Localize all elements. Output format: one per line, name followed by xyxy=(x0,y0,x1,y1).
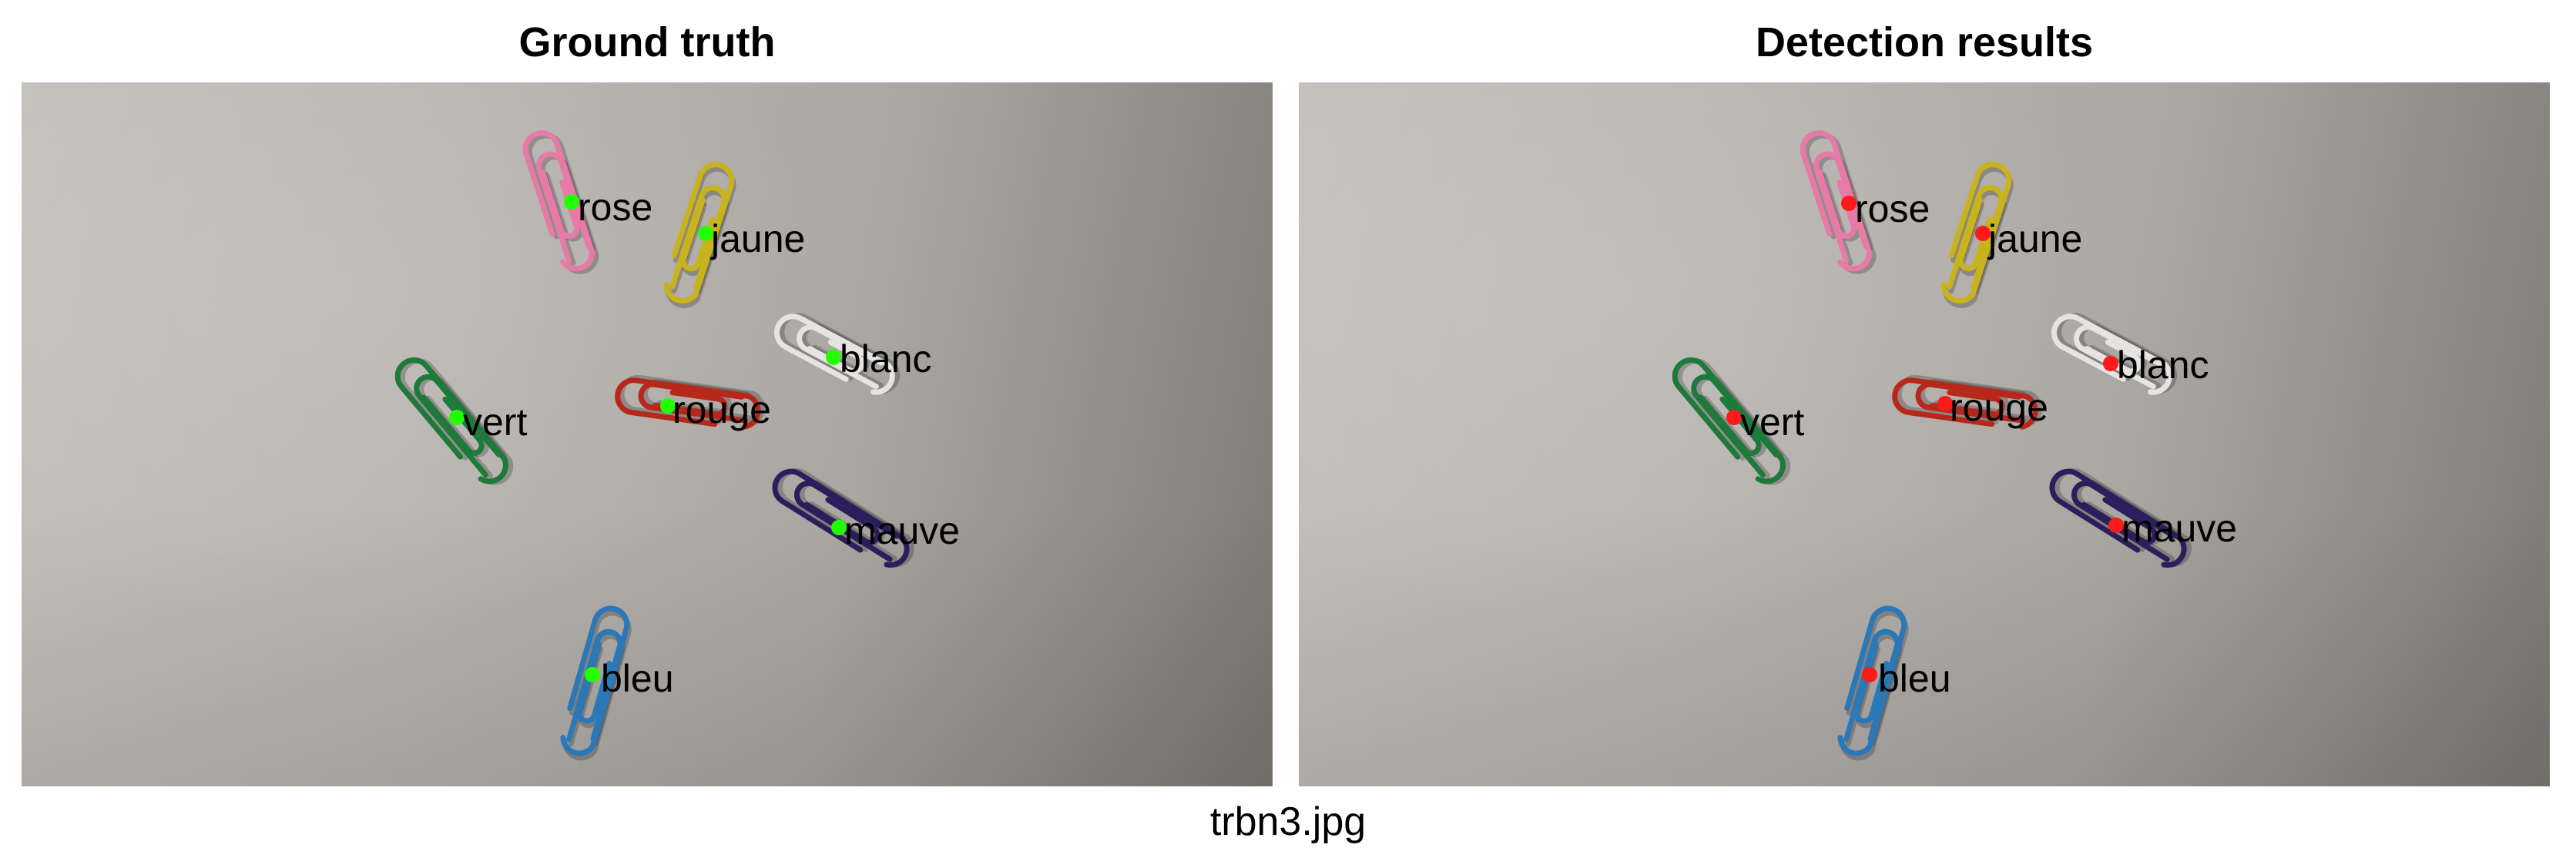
ground-truth-marker-jaune xyxy=(698,226,713,241)
clip-label-vert: vert xyxy=(1740,400,1805,444)
clip-label-blanc: blanc xyxy=(840,337,932,380)
paperclip-mauve xyxy=(772,468,914,568)
detection-results-photo: rose jaune blanc vert rouge mauve bleu xyxy=(1299,82,2550,786)
clip-label-bleu: bleu xyxy=(601,657,674,700)
image-filename-caption: trbn3.jpg xyxy=(1209,799,1367,844)
clip-label-jaune: jaune xyxy=(711,217,806,260)
ground-truth-title: Ground truth xyxy=(518,19,776,65)
ground-truth-marker-rouge xyxy=(660,398,676,414)
paperclip-bleu xyxy=(560,605,632,761)
ground-truth-marker-vert xyxy=(449,410,465,425)
clip-label-jaune: jaune xyxy=(1988,217,2083,260)
paperclip-jaune xyxy=(1940,162,2014,309)
paperclips-drawing xyxy=(1672,130,2192,761)
paperclip-vert xyxy=(394,357,514,485)
detection-marker-bleu xyxy=(1862,667,1877,682)
detection-marker-blanc xyxy=(2103,356,2118,371)
paperclips-drawing xyxy=(394,130,914,761)
paperclip-blanc xyxy=(774,313,901,395)
clip-label-mauve: mauve xyxy=(2122,507,2238,550)
paperclip-rose xyxy=(522,130,599,274)
ground-truth-marker-blanc xyxy=(826,350,841,365)
paperclip-jaune xyxy=(663,162,736,309)
detection-marker-rouge xyxy=(1937,396,1953,411)
clip-label-rouge: rouge xyxy=(673,388,771,431)
detection-marker-mauve xyxy=(2108,518,2124,533)
paperclip-blanc xyxy=(2051,313,2178,395)
detection-marker-vert xyxy=(1726,410,1742,425)
paperclip-rouge xyxy=(615,374,766,430)
clip-label-rose: rose xyxy=(578,186,653,229)
clip-label-mauve: mauve xyxy=(844,509,961,552)
clip-label-vert: vert xyxy=(463,400,528,444)
clip-label-rouge: rouge xyxy=(1950,386,2048,429)
detection-marker-rose xyxy=(1841,196,1857,211)
clip-label-bleu: bleu xyxy=(1878,657,1951,700)
paperclip-vert xyxy=(1672,357,1791,485)
clip-label-rose: rose xyxy=(1855,187,1930,230)
ground-truth-marker-bleu xyxy=(585,667,600,682)
detection-results-title: Detection results xyxy=(1755,19,2094,65)
detection-marker-jaune xyxy=(1975,226,1991,241)
paperclip-rouge xyxy=(1892,374,2043,430)
paperclip-bleu xyxy=(1837,605,1909,761)
clip-label-blanc: blanc xyxy=(2117,344,2209,387)
ground-truth-photo: rose jaune blanc vert rouge mauve bleu xyxy=(22,82,1273,786)
paperclip-rose xyxy=(1800,130,1877,274)
ground-truth-marker-rose xyxy=(564,194,579,209)
paperclip-mauve xyxy=(2049,468,2192,568)
ground-truth-marker-mauve xyxy=(831,520,847,535)
